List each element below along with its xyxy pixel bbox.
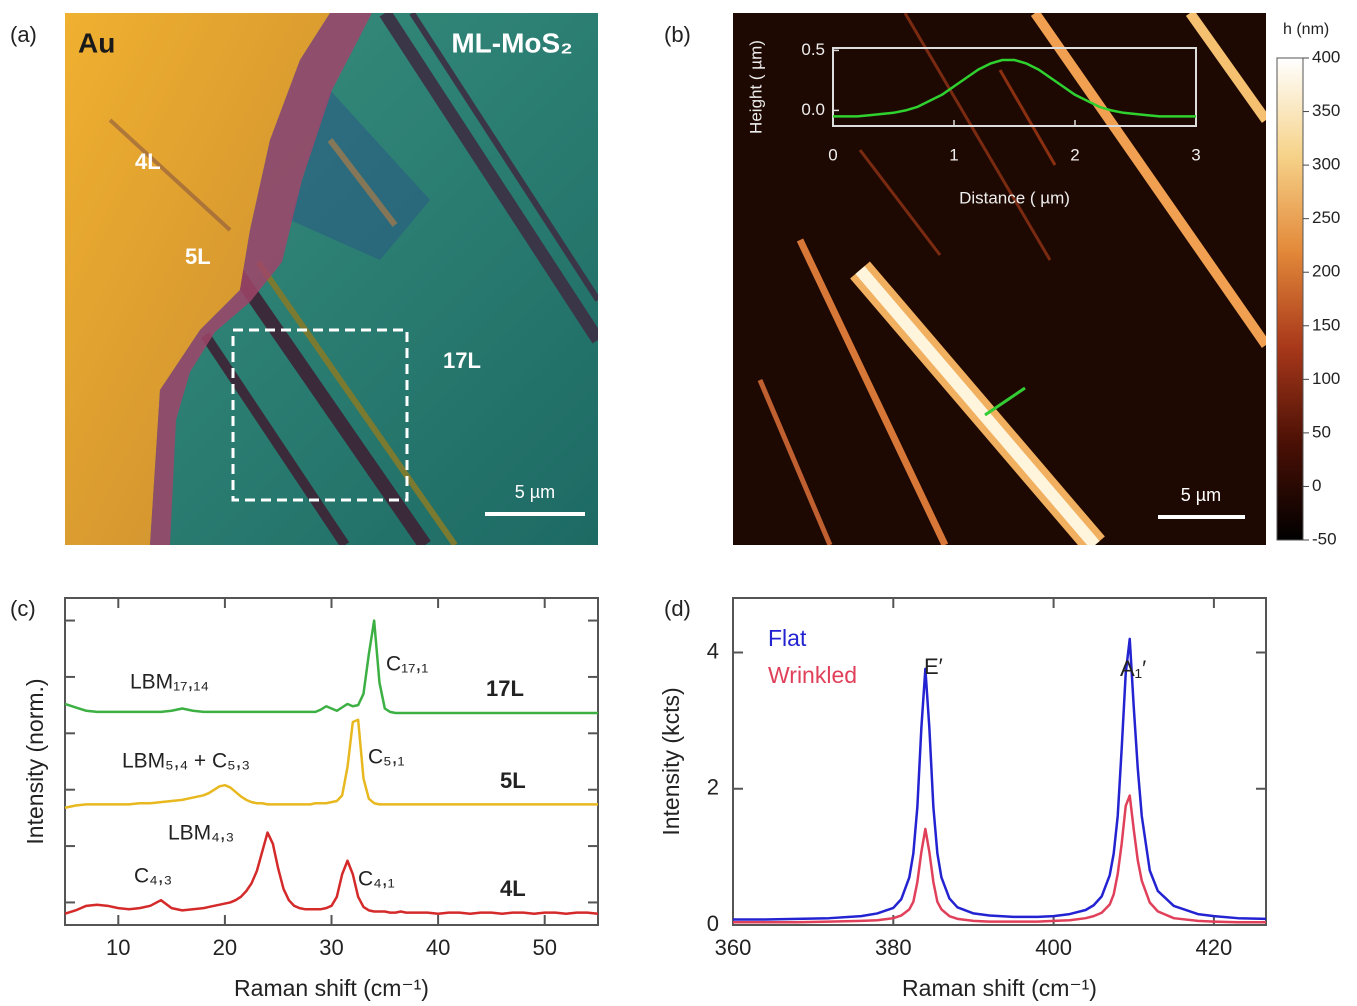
figure: (a) Au ML-MoS₂ 4L 5L 17L 5 µm (b) 5 µm: [0, 0, 1357, 1006]
colorbar-tick-label: 100: [1312, 369, 1340, 388]
series-label: 17L: [486, 676, 524, 701]
x-axis-label: Raman shift (cm⁻¹): [902, 975, 1097, 1001]
body: (a) Au ML-MoS₂ 4L 5L 17L 5 µm (b) 5 µm: [0, 0, 1357, 1006]
image-label: 5L: [185, 244, 211, 269]
x-axis-label: Raman shift (cm⁻¹): [234, 975, 429, 1001]
x-tick-label: 10: [106, 935, 130, 960]
afm-background: [733, 13, 1266, 545]
x-tick-label: 0: [828, 145, 837, 164]
annotation: C₄,₃: [134, 865, 172, 888]
annotation: E′: [924, 654, 943, 679]
image-label: 4L: [135, 149, 161, 174]
y-tick-label: 0.0: [801, 100, 825, 119]
x-tick-label: 3: [1191, 145, 1200, 164]
legend-label: Wrinkled: [768, 662, 857, 688]
colorbar-tick-label: 300: [1312, 155, 1340, 174]
y-tick-label: 0.5: [801, 40, 825, 59]
y-tick-label: 2: [707, 775, 719, 800]
annotation: A₁′: [1120, 656, 1146, 681]
image-label: Au: [78, 27, 115, 58]
series-label: 4L: [500, 876, 526, 901]
panel-label: (c): [10, 596, 36, 621]
series-label: 5L: [500, 768, 526, 793]
afm-image: [733, 13, 1266, 545]
x-tick-label: 420: [1196, 935, 1233, 960]
x-tick-label: 40: [426, 935, 450, 960]
colorbar-tick-label: -50: [1312, 529, 1337, 548]
x-tick-label: 380: [875, 935, 912, 960]
x-tick-label: 1: [949, 145, 958, 164]
scale-bar-label: 5 µm: [1181, 485, 1221, 505]
y-tick-label: 4: [707, 638, 719, 663]
image-label: ML-MoS₂: [451, 27, 572, 58]
page: Figure {"images": [ {"panel_label": "(a)…: [0, 0, 1357, 1006]
panel-label: (a): [10, 22, 37, 47]
x-tick-label: 400: [1035, 935, 1072, 960]
x-tick-label: 50: [532, 935, 556, 960]
colorbar-tick-label: 150: [1312, 315, 1340, 334]
colorbar-tick-label: 200: [1312, 262, 1340, 281]
y-tick-label: 0: [707, 911, 719, 936]
x-tick-label: 20: [213, 935, 237, 960]
annotation: C₅,₁: [368, 746, 405, 769]
colorbar-tick-label: 350: [1312, 101, 1340, 120]
colorbar-tick-label: 400: [1312, 47, 1340, 66]
scale-bar-label: 5 µm: [515, 482, 555, 502]
image-label: 17L: [443, 348, 481, 373]
x-axis-label: Distance ( µm): [959, 188, 1070, 207]
panel-label: (b): [664, 22, 691, 47]
y-axis-label: Intensity (kcts): [658, 687, 684, 835]
data-line: [733, 796, 1266, 923]
y-axis-label: Height ( µm): [746, 40, 765, 134]
plot-frame: [733, 598, 1266, 925]
optical-image: [65, 13, 598, 545]
colorbar: [1277, 58, 1303, 540]
x-tick-label: 2: [1070, 145, 1079, 164]
legend-label: Flat: [768, 625, 807, 651]
annotation: C₄,₁: [358, 868, 395, 891]
x-tick-label: 360: [715, 935, 752, 960]
y-axis-label: Intensity (norm.): [22, 678, 48, 844]
annotation: LBM₅,₄ + C₅,₃: [122, 750, 250, 773]
colorbar-tick-label: 50: [1312, 422, 1331, 441]
x-tick-label: 30: [319, 935, 343, 960]
annotation: LBM₄,₃: [168, 822, 234, 845]
colorbar-tick-label: 0: [1312, 476, 1321, 495]
annotation: C₁₇,₁: [386, 653, 428, 676]
colorbar-tick-label: 250: [1312, 208, 1340, 227]
annotation: LBM₁₇,₁₄: [130, 671, 209, 694]
panel-label: (d): [664, 596, 691, 621]
colorbar-label: h (nm): [1283, 21, 1329, 38]
